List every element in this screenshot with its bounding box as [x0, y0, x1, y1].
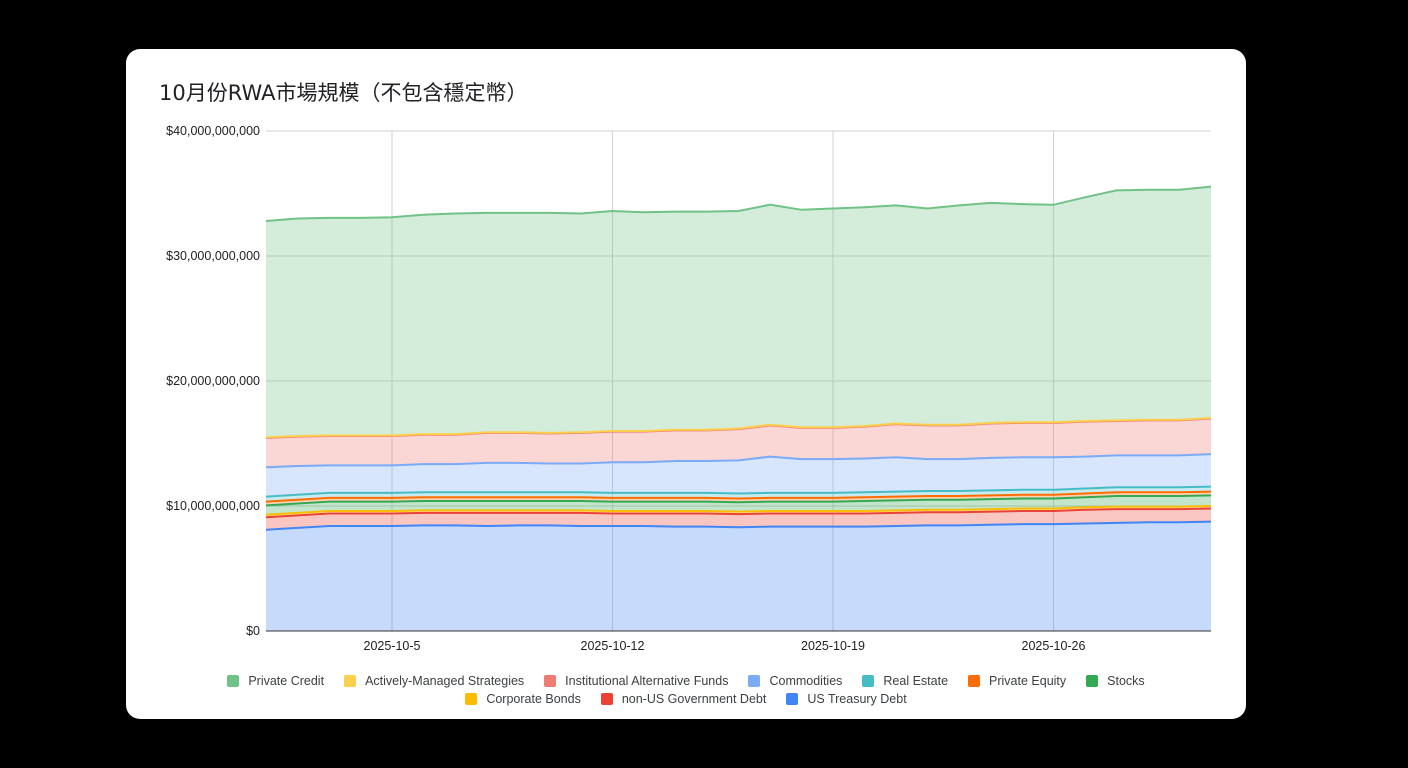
area-private-credit — [266, 186, 1211, 438]
y-tick-label: $30,000,000,000 — [166, 249, 260, 263]
line-stocks — [265, 494, 1212, 507]
legend-item[interactable]: Corporate Bonds — [465, 692, 581, 706]
legend-label: Corporate Bonds — [486, 692, 581, 706]
legend-label: Private Equity — [989, 674, 1067, 688]
area-institutional-alternative-funds — [266, 418, 1211, 468]
x-tick-label: 2025-10-5 — [364, 639, 421, 653]
x-tick-label: 2025-10-26 — [1022, 639, 1086, 653]
line-private-credit — [265, 185, 1212, 222]
legend-label: US Treasury Debt — [807, 692, 907, 706]
chart-title: 10月份RWA市場規模（不包含穩定幣） — [159, 81, 528, 105]
legend-swatch — [968, 675, 981, 687]
area-us-treasury-debt — [266, 521, 1211, 631]
legend-row: Corporate Bonds non-US Government Debt US … — [126, 690, 1246, 708]
line-non-us-government-debt — [265, 507, 1212, 519]
line-us-treasury-debt — [265, 520, 1212, 531]
area-series-group — [266, 186, 1211, 631]
legend-item[interactable]: Actively-Managed Strategies — [344, 674, 524, 688]
legend-item[interactable]: US Treasury Debt — [786, 692, 907, 706]
legend-item[interactable]: Private Equity — [968, 674, 1066, 688]
chart-card: 10月份RWA市場規模（不包含穩定幣） $0 $10,000,000,000 $20… — [126, 49, 1246, 719]
axes: $0 $10,000,000,000 $20,000,000,000 $30,000,… — [166, 124, 1211, 653]
legend-swatch — [748, 675, 761, 687]
legend-swatch — [544, 675, 557, 687]
legend-item[interactable]: Institutional Alternative Funds — [544, 674, 728, 688]
legend-swatch — [465, 693, 478, 705]
legend-item[interactable]: Commodities — [748, 674, 842, 688]
legend-item[interactable]: Stocks — [1086, 674, 1145, 688]
legend-label: Stocks — [1107, 674, 1145, 688]
x-tick-label: 2025-10-12 — [581, 639, 645, 653]
line-real-estate — [265, 485, 1212, 498]
legend-label: Institutional Alternative Funds — [565, 674, 729, 688]
chart-legend: Private Credit Actively-Managed Strategie… — [126, 672, 1246, 708]
x-tick-label: 2025-10-19 — [801, 639, 865, 653]
legend-row: Private Credit Actively-Managed Strategie… — [126, 672, 1246, 690]
legend-item[interactable]: Private Credit — [227, 674, 324, 688]
legend-swatch — [344, 675, 357, 687]
legend-item[interactable]: Real Estate — [862, 674, 948, 688]
line-commodities — [265, 453, 1212, 469]
legend-swatch — [227, 675, 240, 687]
legend-swatch — [1086, 675, 1099, 687]
y-tick-label: $0 — [246, 624, 260, 638]
legend-item[interactable]: non-US Government Debt — [600, 692, 767, 706]
legend-label: non-US Government Debt — [621, 692, 767, 706]
legend-label: Private Credit — [248, 674, 325, 688]
legend-label: Real Estate — [883, 674, 949, 688]
stacked-area-chart: $0 $10,000,000,000 $20,000,000,000 $30,000,… — [166, 124, 1212, 653]
legend-swatch — [862, 675, 875, 687]
y-tick-label: $10,000,000,000 — [166, 499, 260, 513]
y-tick-label: $20,000,000,000 — [166, 374, 260, 388]
area-commodities — [266, 454, 1211, 497]
line-corporate-bonds — [265, 505, 1212, 516]
series-lines-group — [265, 185, 1212, 531]
y-tick-label: $40,000,000,000 — [166, 124, 260, 138]
legend-label: Commodities — [769, 674, 843, 688]
line-actively-managed-strategies — [265, 416, 1212, 439]
legend-label: Actively-Managed Strategies — [365, 674, 525, 688]
legend-swatch — [600, 693, 613, 705]
legend-swatch — [786, 693, 799, 705]
gridlines — [266, 130, 1211, 631]
line-private-equity — [265, 490, 1212, 503]
